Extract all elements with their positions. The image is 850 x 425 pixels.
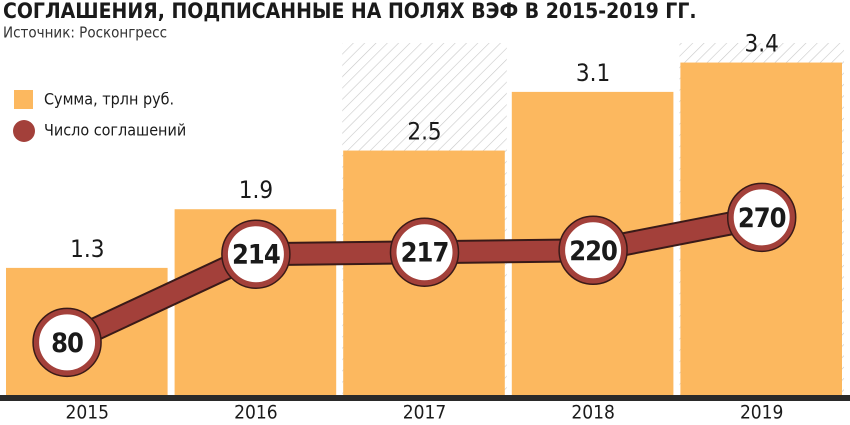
- point-ring: [558, 215, 628, 286]
- point-marker: [559, 216, 628, 285]
- point-value-label: 220: [569, 236, 617, 267]
- point-marker: [221, 220, 290, 289]
- x-tick-label: 2015: [66, 402, 110, 424]
- bar-value-label: 1.9: [239, 176, 273, 204]
- bar-value-label: 3.1: [576, 59, 610, 87]
- point-marker: [727, 183, 796, 252]
- point-value-label: 217: [401, 238, 449, 269]
- point-ring: [726, 182, 797, 253]
- chart-subtitle: Источник: Росконгресс: [3, 24, 167, 42]
- x-tick-label: 2019: [740, 402, 784, 424]
- point-marker: [33, 308, 102, 377]
- point-value-label: 270: [738, 203, 786, 234]
- legend-swatch: [13, 120, 35, 142]
- legend-label: Число соглашений: [44, 121, 186, 140]
- point-ring: [221, 219, 291, 289]
- baseline: [0, 395, 850, 401]
- bar-value-label: 3.4: [745, 30, 779, 58]
- bar-value-label: 2.5: [407, 118, 441, 146]
- chart-title: СОГЛАШЕНИЯ, ПОДПИСАННЫЕ НА ПОЛЯХ ВЭФ В 2…: [3, 0, 697, 23]
- point-marker: [390, 218, 459, 287]
- point-value-label: 80: [51, 328, 83, 359]
- point-ring: [389, 217, 460, 287]
- x-tick-label: 2018: [571, 402, 615, 424]
- x-tick-label: 2017: [403, 402, 447, 424]
- bar-value-label: 1.3: [70, 235, 104, 263]
- point-value-label: 214: [232, 240, 280, 271]
- legend-label: Сумма, трлн руб.: [44, 90, 174, 109]
- x-tick-label: 2016: [234, 402, 278, 424]
- legend-swatch: [14, 90, 33, 109]
- point-ring: [32, 307, 102, 378]
